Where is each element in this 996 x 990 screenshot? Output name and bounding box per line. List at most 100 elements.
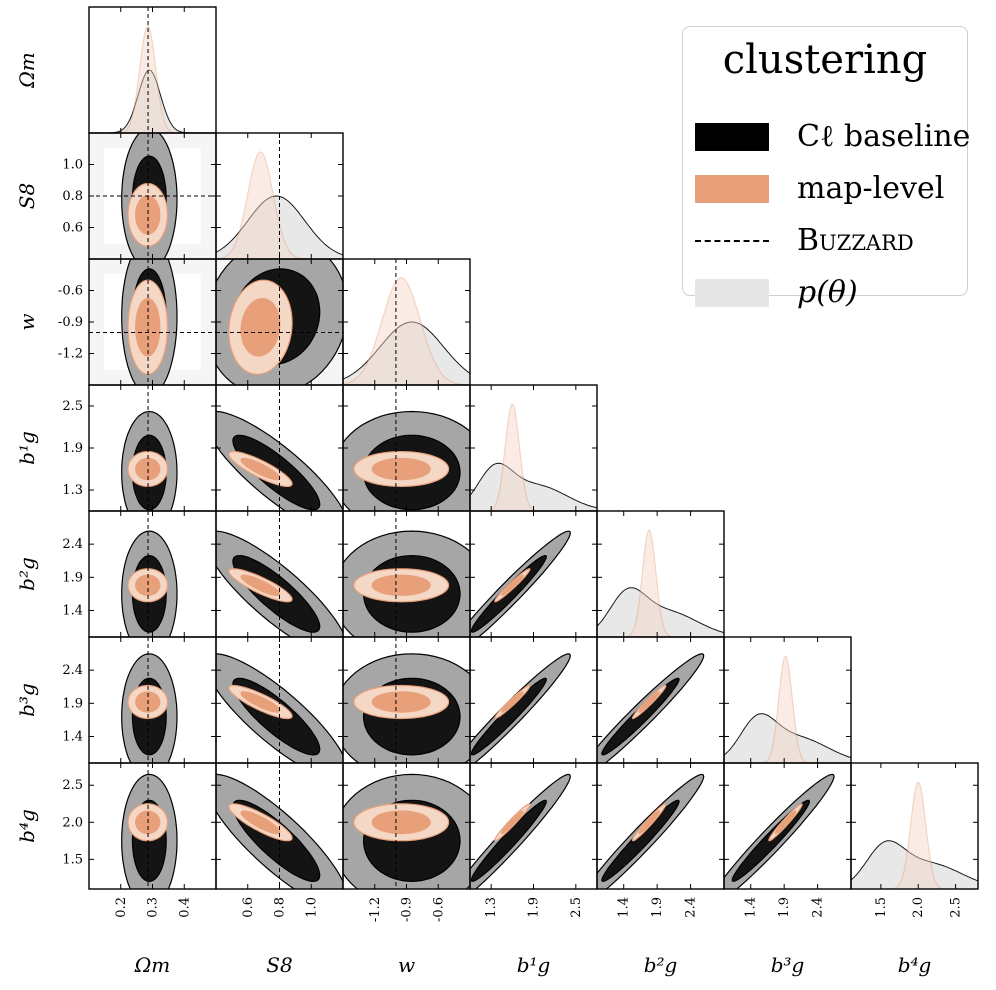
panel-content-Omega_m-b_g3 [121,637,178,763]
panel-content-Omega_m-w [89,259,216,385]
panel-S8-b_g1 [216,385,343,511]
panel-Omega_m-b_g1 [121,385,178,511]
contour-base-1-b_g1-b_g2 [470,555,547,633]
panel-Omega_m-S8 [89,133,216,259]
xtick-label-b_g1: 2.5 [569,897,584,918]
panel-content-Omega_m-b_g4 [121,763,178,889]
marginal-map-Omega_m [89,24,216,133]
legend-swatch-cl-baseline [695,123,769,151]
ytick-label-b_g1: 1.9 [62,441,83,456]
panel-b_g2-b_g2 [597,528,724,637]
contour-map-1-S8-b_g4 [240,810,281,835]
panel-content-b_g2-b_g2 [597,528,724,637]
panel-S8-w [216,259,343,385]
panel-S8-b_g4 [216,763,343,889]
panel-b_g1-b_g4 [470,773,571,889]
legend-swatch-prior [695,279,769,307]
panel-w-b_g3 [343,637,470,763]
panel-b_g1-b_g2 [470,530,571,637]
contour-map-1-b_g3-b_g4 [774,810,797,835]
xlabel-b_g4: b⁴g [898,953,932,977]
xlabel-b_g2: b²g [644,953,678,977]
contour-base-1-b_g1-b_g4 [470,799,547,882]
contour-base-1-b_g1-b_g3 [470,677,547,756]
ytick-label-b_g2: 1.4 [62,603,83,618]
xtick-label-b_g3: 1.4 [744,897,759,918]
marginal-base-b_g1 [470,462,597,511]
panel-Omega_m-b_g3 [121,637,178,763]
contour-map-1-w-b_g1 [371,457,431,481]
ytick-label-b_g3: 1.4 [62,729,83,744]
panel-Omega_m-Omega_m [89,7,216,133]
ytick-label-S8: 0.8 [62,189,83,204]
contour-map-1-b_g2-b_g3 [638,691,660,713]
contour-map-1-S8-b_g1 [240,457,281,481]
marginal-base-b_g2 [597,587,724,637]
panel-content-w-b_g1 [343,385,470,511]
ylabel-w: w [15,313,39,330]
xtick-label-Omega_m: 0.4 [177,897,192,918]
panel-b_g2-b_g3 [597,653,705,763]
ytick-label-S8: 0.6 [62,221,83,236]
marginal-map-b_g4 [851,781,978,889]
contour-map-1-w-b_g4 [371,810,431,835]
panel-content-Omega_m-b_g2 [121,511,178,637]
legend-entry-map-level: map-level [695,169,965,209]
contour-map-1-b_g1-b_g2 [500,574,524,596]
contour-map-1-S8-w [240,297,281,357]
xtick-label-Omega_m: 0.2 [114,897,129,918]
xtick-label-b_g3: 2.4 [811,897,826,918]
marginal-map-w [343,277,470,385]
panel-content-w-w [343,259,470,385]
contour-map-1-b_g2-b_g4 [638,810,660,835]
panel-S8-S8 [216,133,343,259]
xtick-label-b_g2: 1.9 [650,897,665,918]
ylabel-b_g2: b²g [15,557,39,591]
ytick-label-S8: 1.0 [62,158,83,173]
panel-w-b_g4 [343,763,470,889]
xlabel-b_g1: b¹g [517,953,551,977]
panel-b_g1-b_g3 [470,653,571,763]
ylabel-b_g1: b¹g [15,431,39,465]
panel-content-S8-w [216,259,343,385]
ytick-label-b_g4: 2.0 [62,815,83,830]
panel-content-b_g1-b_g3 [470,653,571,763]
panel-content-S8-b_g4 [216,763,343,889]
xtick-label-b_g1: 1.3 [484,897,499,918]
xtick-label-b_g3: 1.9 [777,897,792,918]
panel-content-b_g3-b_g4 [724,773,835,889]
xtick-label-b_g2: 2.4 [684,897,699,918]
contour-map-1-Omega_m-S8 [135,195,161,235]
xtick-label-b_g4: 2.0 [911,897,926,918]
panel-S8-b_g3 [216,637,343,763]
contour-map-1-S8-b_g2 [240,574,281,596]
xtick-label-Omega_m: 0.3 [146,897,161,918]
ytick-label-b_g3: 1.9 [62,696,83,711]
panel-w-b_g2 [343,511,470,637]
xtick-label-S8: 1.0 [304,897,319,918]
ytick-label-b_g1: 1.3 [62,483,83,498]
xlabel-S8: S8 [266,953,292,977]
ytick-label-b_g4: 1.5 [62,852,83,867]
marginal-map-b_g3 [724,655,851,763]
panel-content-Omega_m-S8 [89,133,216,259]
panel-w-w [343,259,470,385]
ylabel-S8: S8 [15,183,39,209]
panel-b_g3-b_g4 [724,773,835,889]
panel-content-S8-S8 [216,133,343,259]
marginal-base-b_g4 [851,840,978,889]
xtick-label-S8: 0.8 [273,897,288,918]
legend-label-cl-baseline: Cℓ baseline [797,119,971,154]
contour-map-1-b_g1-b_g4 [500,810,524,835]
panel-b_g3-b_g3 [724,655,851,763]
xtick-label-b_g1: 1.9 [527,897,542,918]
panel-content-w-b_g2 [343,511,470,637]
legend-label-prior: p(θ) [797,275,858,310]
legend-title: clustering [722,37,928,83]
panel-content-b_g2-b_g4 [597,773,705,889]
ytick-label-w: -0.6 [58,284,83,299]
xtick-label-w: -0.6 [431,897,446,922]
ytick-label-b_g3: 2.4 [62,663,83,678]
panel-Omega_m-w [89,259,216,385]
